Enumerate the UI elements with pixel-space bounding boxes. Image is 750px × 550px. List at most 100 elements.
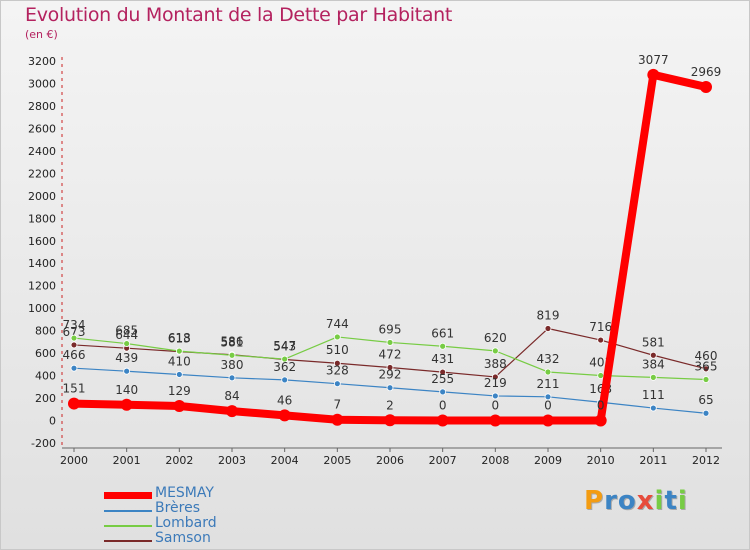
data-point-lombard bbox=[544, 368, 552, 376]
data-label-br-res: 328 bbox=[326, 364, 349, 378]
y-tick-label: 2400 bbox=[28, 145, 56, 158]
data-point-samson bbox=[386, 364, 394, 371]
data-label-samson: 510 bbox=[326, 343, 349, 357]
data-label-mesmay: 84 bbox=[224, 389, 239, 403]
data-point-br-res bbox=[439, 388, 447, 396]
data-label-br-res: 410 bbox=[168, 354, 191, 368]
y-tick-label: 1200 bbox=[28, 280, 56, 293]
data-label-mesmay: 0 bbox=[597, 399, 605, 413]
data-point-mesmay bbox=[384, 414, 396, 427]
y-tick-label: 1800 bbox=[28, 212, 56, 225]
x-tick-label: 2003 bbox=[218, 454, 246, 467]
y-tick-label: 600 bbox=[35, 347, 56, 360]
y-tick-label: 800 bbox=[35, 325, 56, 338]
data-point-mesmay bbox=[700, 80, 712, 93]
y-tick-label: 3000 bbox=[28, 77, 56, 90]
y-tick-label: 200 bbox=[35, 392, 56, 405]
data-point-br-res bbox=[281, 376, 289, 384]
data-label-lombard: 744 bbox=[326, 317, 349, 331]
data-label-samson: 716 bbox=[589, 320, 612, 334]
data-point-mesmay bbox=[278, 409, 291, 422]
data-label-lombard: 432 bbox=[537, 352, 560, 366]
y-tick-label: 400 bbox=[35, 370, 56, 383]
data-label-samson: 460 bbox=[695, 349, 718, 363]
data-label-mesmay: 140 bbox=[115, 383, 138, 397]
data-point-samson bbox=[439, 368, 447, 376]
data-point-mesmay bbox=[331, 413, 344, 426]
data-point-lombard bbox=[333, 333, 341, 341]
x-tick-label: 2004 bbox=[271, 454, 299, 467]
data-point-mesmay bbox=[226, 405, 238, 418]
data-point-mesmay bbox=[489, 414, 502, 427]
logo-letter: i bbox=[654, 486, 665, 516]
y-tick-label: 1400 bbox=[28, 257, 56, 270]
y-tick-label: 2200 bbox=[28, 167, 56, 180]
chart-title: Evolution du Montant de la Dette par Hab… bbox=[25, 4, 453, 26]
data-point-br-res bbox=[123, 367, 131, 375]
data-point-lombard bbox=[702, 376, 710, 383]
data-point-br-res bbox=[386, 384, 394, 392]
data-label-samson: 644 bbox=[115, 328, 138, 342]
x-tick-label: 2012 bbox=[692, 454, 720, 467]
data-point-mesmay bbox=[120, 398, 133, 411]
logo-letter: P bbox=[584, 486, 605, 516]
y-tick-label: 1600 bbox=[28, 235, 56, 248]
data-point-mesmay bbox=[647, 68, 660, 81]
data-point-br-res bbox=[544, 393, 552, 401]
data-label-lombard: 365 bbox=[695, 360, 718, 374]
x-tick-label: 2009 bbox=[534, 454, 562, 467]
logo-letter: r bbox=[604, 486, 618, 516]
data-point-mesmay bbox=[594, 414, 607, 427]
data-point-br-res bbox=[228, 374, 236, 382]
y-tick-label: 2800 bbox=[28, 100, 56, 113]
legend-label: Brères bbox=[155, 500, 201, 516]
data-point-samson bbox=[491, 373, 499, 381]
y-tick-label: 3200 bbox=[28, 55, 56, 68]
data-point-lombard bbox=[439, 342, 447, 350]
data-label-mesmay: 151 bbox=[63, 382, 86, 396]
data-label-lombard: 661 bbox=[431, 326, 454, 340]
data-label-lombard: 618 bbox=[168, 331, 191, 345]
x-tick-label: 2001 bbox=[113, 454, 141, 467]
data-point-mesmay bbox=[68, 397, 80, 410]
data-label-br-res: 439 bbox=[115, 351, 138, 365]
data-label-lombard: 695 bbox=[379, 322, 402, 336]
data-label-lombard: 620 bbox=[484, 331, 507, 345]
y-tick-label: 2600 bbox=[28, 122, 56, 135]
data-point-mesmay bbox=[173, 400, 186, 413]
data-label-mesmay: 0 bbox=[492, 399, 500, 413]
data-point-br-res bbox=[70, 364, 78, 372]
data-label-mesmay: 46 bbox=[277, 393, 292, 407]
data-point-br-res bbox=[649, 404, 657, 412]
data-label-samson: 586 bbox=[221, 335, 244, 349]
x-tick-label: 2005 bbox=[323, 454, 351, 467]
y-tick-label: 2000 bbox=[28, 190, 56, 203]
data-point-br-res bbox=[702, 409, 710, 417]
x-tick-label: 2008 bbox=[481, 454, 509, 467]
data-point-lombard bbox=[386, 339, 394, 346]
x-tick-label: 2007 bbox=[429, 454, 457, 467]
data-label-br-res: 255 bbox=[431, 372, 454, 386]
data-label-br-res: 65 bbox=[698, 393, 713, 407]
data-label-samson: 543 bbox=[273, 340, 296, 354]
data-label-mesmay: 0 bbox=[544, 399, 552, 413]
data-point-samson bbox=[333, 359, 341, 367]
chart-unit-label: (en €) bbox=[25, 28, 58, 41]
data-point-lombard bbox=[281, 355, 289, 363]
legend-swatch bbox=[104, 510, 152, 512]
data-point-mesmay bbox=[436, 414, 449, 427]
data-label-lombard: 734 bbox=[63, 318, 86, 332]
logo-letter: i bbox=[677, 486, 688, 516]
x-tick-label: 2011 bbox=[639, 454, 667, 467]
legend-label: Lombard bbox=[155, 515, 217, 531]
legend-swatch bbox=[104, 492, 152, 499]
data-label-mesmay: 7 bbox=[334, 398, 342, 412]
data-label-br-res: 219 bbox=[484, 376, 507, 390]
x-tick-label: 2006 bbox=[376, 454, 404, 467]
data-label-br-res: 111 bbox=[642, 388, 665, 402]
logo-letter: x bbox=[636, 486, 655, 516]
data-label-samson: 431 bbox=[431, 352, 454, 366]
data-label-lombard: 384 bbox=[642, 357, 665, 371]
data-label-br-res: 466 bbox=[63, 348, 86, 362]
